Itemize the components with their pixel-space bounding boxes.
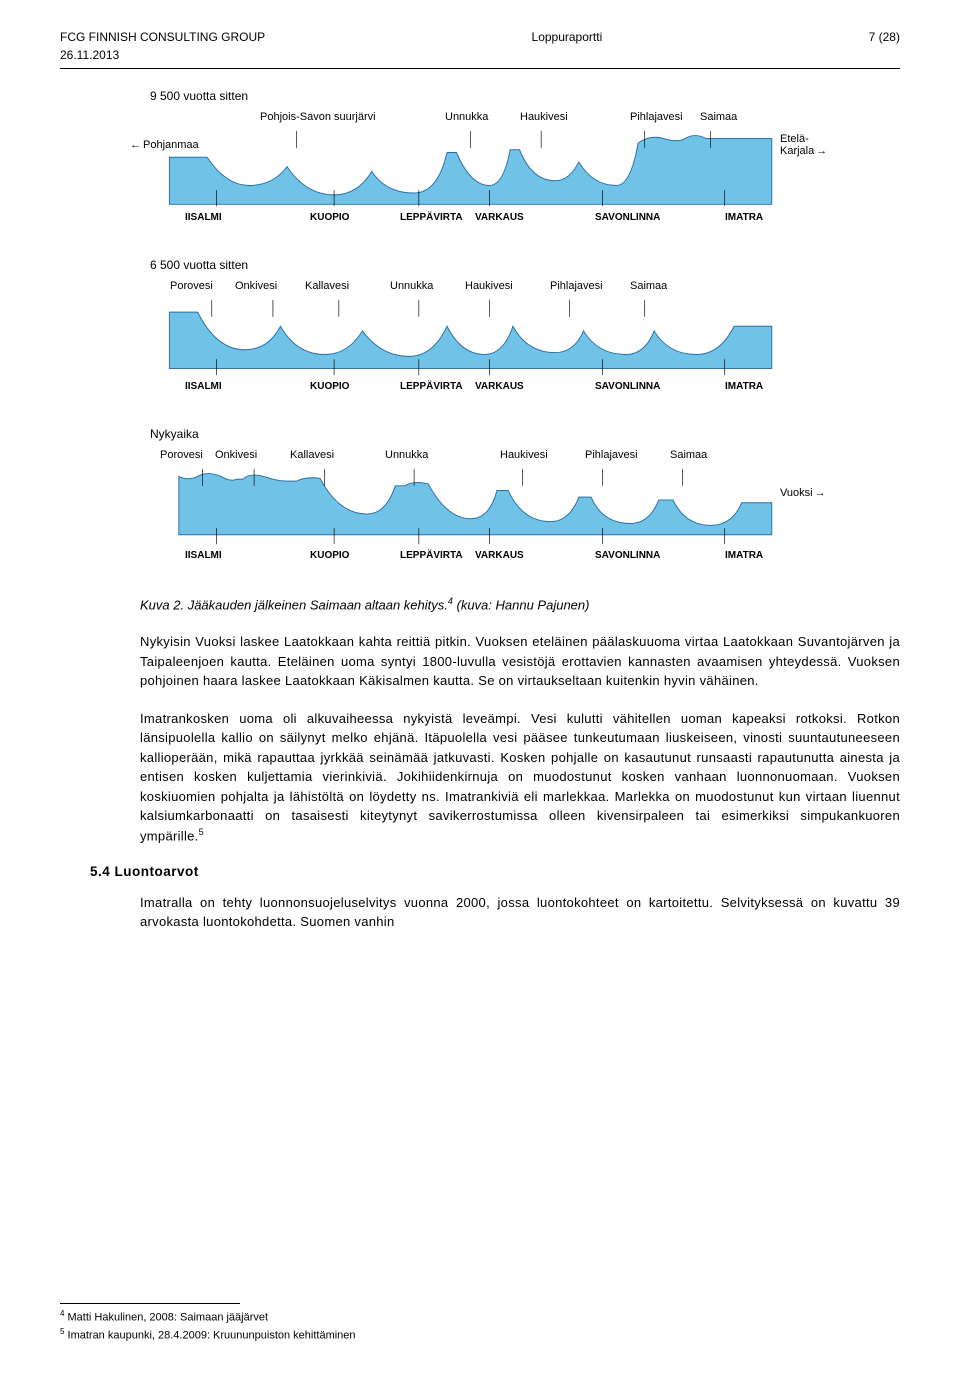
- lake-label: Onkivesi: [235, 280, 277, 292]
- city-label: VARKAUS: [475, 212, 524, 223]
- diagram-title: Nykyaika: [150, 427, 900, 441]
- city-label: LEPPÄVIRTA: [400, 212, 463, 223]
- city-label: IMATRA: [725, 550, 763, 561]
- lake-label: Haukivesi: [465, 280, 513, 292]
- paragraph-2: Imatrankosken uoma oli alkuvaiheessa nyk…: [140, 709, 900, 846]
- header-rule: [60, 68, 900, 69]
- lake-profile-svg: [140, 298, 820, 378]
- lake-label: Unnukka: [390, 280, 433, 292]
- page-header: FCG FINNISH CONSULTING GROUP Loppuraport…: [60, 30, 900, 44]
- footnotes: 4 Matti Hakulinen, 2008: Saimaan jääjärv…: [60, 1303, 900, 1344]
- page-number: 7 (28): [869, 30, 900, 44]
- section-heading: 5.4 Luontoarvot: [90, 864, 900, 879]
- lake-label: Onkivesi: [215, 449, 257, 461]
- diagram-title: 6 500 vuotta sitten: [150, 258, 900, 272]
- caption-suffix: (kuva: Hannu Pajunen): [453, 597, 590, 612]
- section-title: Luontoarvot: [115, 864, 199, 879]
- city-label: KUOPIO: [310, 212, 349, 223]
- lake-label: Pihlajavesi: [550, 280, 603, 292]
- city-label: VARKAUS: [475, 381, 524, 392]
- paragraph-1: Nykyisin Vuoksi laskee Laatokkaan kahta …: [140, 632, 900, 691]
- city-label: IISALMI: [185, 212, 222, 223]
- company-name: FCG FINNISH CONSULTING GROUP: [60, 30, 265, 44]
- lake-label: Kallavesi: [305, 280, 349, 292]
- footnote: 4 Matti Hakulinen, 2008: Saimaan jääjärv…: [60, 1308, 900, 1326]
- footnote: 5 Imatran kaupunki, 28.4.2009: Kruununpu…: [60, 1326, 900, 1344]
- footnote-rule: [60, 1303, 240, 1304]
- city-label: KUOPIO: [310, 381, 349, 392]
- lake-label: Haukivesi: [520, 111, 568, 123]
- lake-label: Unnukka: [445, 111, 488, 123]
- diagram-1: 6 500 vuotta sitten Porovesi Onkivesi Kalla…: [140, 258, 900, 397]
- figure-caption: Kuva 2. Jääkauden jälkeinen Saimaan alta…: [140, 596, 900, 612]
- right-region-label: Vuoksi: [780, 487, 826, 499]
- city-label: IISALMI: [185, 381, 222, 392]
- lake-evolution-diagrams: 9 500 vuotta sitten Pohjois-Savon suurjär…: [140, 89, 900, 566]
- lake-profile-svg: [140, 129, 820, 209]
- lake-label: Pihlajavesi: [585, 449, 638, 461]
- lake-label: Saimaa: [670, 449, 707, 461]
- caption-prefix: Kuva 2. Jääkauden jälkeinen Saimaan alta…: [140, 597, 448, 612]
- lake-label: Saimaa: [700, 111, 737, 123]
- city-label: SAVONLINNA: [595, 381, 660, 392]
- lake-label: Saimaa: [630, 280, 667, 292]
- city-label: LEPPÄVIRTA: [400, 381, 463, 392]
- diagram-title: 9 500 vuotta sitten: [150, 89, 900, 103]
- lake-label: Pihlajavesi: [630, 111, 683, 123]
- diagram-2: Nykyaika Porovesi Onkivesi Kallavesi Unnukka…: [140, 427, 900, 566]
- paragraph-3: Imatralla on tehty luonnonsuojeluselvity…: [140, 893, 900, 932]
- city-label: IISALMI: [185, 550, 222, 561]
- left-region-label: Pohjanmaa: [130, 139, 199, 151]
- footnote-text: Imatran kaupunki, 28.4.2009: Kruununpuis…: [64, 1330, 355, 1342]
- doc-type: Loppuraportti: [532, 30, 603, 44]
- diagram-0: 9 500 vuotta sitten Pohjois-Savon suurjär…: [140, 89, 900, 228]
- paragraph-2-footnote-ref: 5: [199, 827, 204, 837]
- lake-profile-svg: [140, 467, 820, 547]
- city-label: IMATRA: [725, 381, 763, 392]
- lake-label: Kallavesi: [290, 449, 334, 461]
- city-label: SAVONLINNA: [595, 212, 660, 223]
- footnote-text: Matti Hakulinen, 2008: Saimaan jääjärvet: [64, 1312, 268, 1324]
- lake-label: Porovesi: [170, 280, 213, 292]
- lake-label: Haukivesi: [500, 449, 548, 461]
- lake-label: Pohjois-Savon suurjärvi: [260, 111, 376, 123]
- city-label: VARKAUS: [475, 550, 524, 561]
- paragraph-2-text: Imatrankosken uoma oli alkuvaiheessa nyk…: [140, 711, 900, 843]
- lake-label: Porovesi: [160, 449, 203, 461]
- doc-date: 26.11.2013: [60, 48, 900, 62]
- city-label: KUOPIO: [310, 550, 349, 561]
- right-region-label: Etelä-Karjala: [780, 133, 827, 157]
- city-label: IMATRA: [725, 212, 763, 223]
- lake-label: Unnukka: [385, 449, 428, 461]
- city-label: SAVONLINNA: [595, 550, 660, 561]
- city-label: LEPPÄVIRTA: [400, 550, 463, 561]
- section-number: 5.4: [90, 864, 110, 879]
